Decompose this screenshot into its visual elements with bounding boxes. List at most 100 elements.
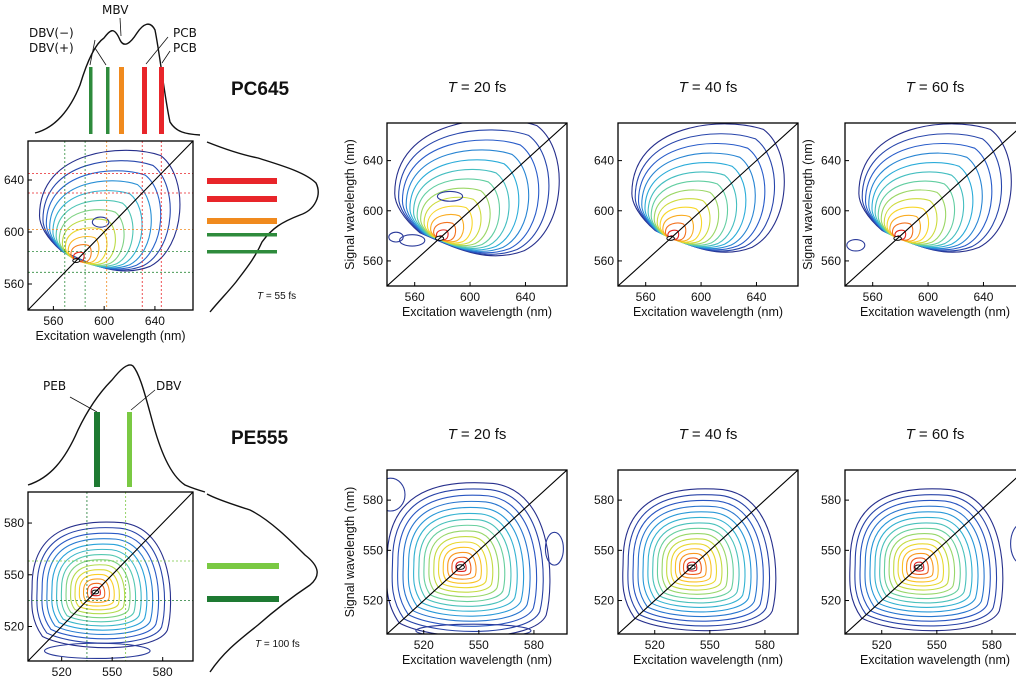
pe555-panel-2-ytick: 550 — [594, 543, 614, 557]
pe555-panel-1-contour — [437, 541, 488, 589]
pc645-panel-3-contour — [883, 198, 938, 244]
pe555-panel-2-contours — [618, 470, 798, 634]
pe555-panel-2-contour — [670, 543, 718, 587]
pe555-panel-2-contour — [622, 488, 777, 632]
pe555-panel-3-contour — [854, 494, 998, 627]
pc645-hbar-pcb2 — [207, 196, 277, 202]
pc645-panel-3-contour — [871, 162, 974, 249]
pe555-overview-contour — [86, 582, 106, 600]
pc645-overview-contour — [67, 235, 100, 264]
pe555-panel-3-side-contour — [1010, 525, 1016, 562]
pc645-panel-2-ytick: 560 — [594, 254, 614, 268]
pc645-overview-ytick: 560 — [4, 277, 24, 291]
pc645-panel-1-xtick: 560 — [405, 290, 425, 304]
pe555-panel-1-ytick: 520 — [363, 594, 383, 608]
pe555-panel-2-contour — [678, 552, 707, 579]
pc645-hbar-mbv — [207, 218, 277, 224]
pe555-overview-contour — [31, 521, 172, 649]
pc645-panel-3-ylabel: Signal wavelength (nm) — [801, 139, 815, 270]
pc645-panel-1-ytick: 640 — [363, 154, 383, 168]
pc645-panel-2-xlabel: Excitation wavelength (nm) — [633, 305, 783, 319]
pe555-panel-2-contour — [647, 516, 746, 608]
pe555-label-peb: PEB — [43, 379, 66, 393]
pc645-panel-1-contour — [426, 205, 473, 244]
pc645-panel-3-ytick: 640 — [821, 154, 841, 168]
pe555-panel-2-frame — [617, 469, 799, 635]
pe555-panel-2-contour — [686, 561, 698, 572]
pc645-panel-1-xtick: 640 — [515, 290, 535, 304]
pe555-panel-2-contour — [666, 538, 723, 591]
pc645-section: MBV DBV(−) DBV(+) PCB PCB 560 560 600 600 64… — [4, 3, 1016, 343]
pe555-panel-1-frame — [386, 469, 568, 635]
pe555-panel-3-xtick: 580 — [982, 638, 1002, 652]
pc645-panel-3-time-title: T = 60 fs — [906, 79, 965, 96]
pe555-panel-2-contour — [661, 533, 729, 595]
pe555-panel-2-xtick: 580 — [755, 638, 775, 652]
pc645-side-absorption-curve — [206, 141, 319, 313]
pe555-panel-3-contours — [845, 477, 1016, 634]
pe555-panel-1-xtick: 520 — [414, 638, 434, 652]
pc645-panel-1-contour — [401, 139, 540, 254]
pc645-label-dbvp: DBV(+) — [29, 41, 74, 55]
pc645-hbar-dbvp — [207, 250, 277, 254]
pe555-overview-contour — [78, 573, 115, 607]
pe555-panel-3-ytick: 550 — [821, 543, 841, 557]
pc645-bar-dbvm — [106, 67, 110, 134]
pe555-overview-contour — [41, 532, 160, 640]
pc645-panel-3-xtick: 560 — [863, 290, 883, 304]
pc645-overview-contour — [64, 227, 108, 265]
pc645-bar-mbv — [119, 67, 124, 134]
pc645-panel-1-contour — [413, 168, 510, 250]
pe555-bar-dbv — [127, 412, 132, 487]
pc645-panel-1-contour — [409, 159, 520, 251]
pc645-panel-3-contours — [845, 123, 1016, 286]
pe555-overview-ytick: 550 — [4, 568, 24, 582]
pc645-label-pcb1: PCB — [173, 26, 197, 40]
pe555-panel-1-contours — [387, 470, 567, 634]
pc645-panel-3-diagonal — [845, 130, 1016, 286]
pe555-panel-3-contour — [913, 561, 925, 572]
pe555-panel-1-ytick: 550 — [363, 543, 383, 557]
pe555-panel-1-contour — [451, 556, 472, 576]
pe555-panel-3-contour — [883, 527, 961, 600]
pe555-panel-3-xtick: 550 — [927, 638, 947, 652]
pe555-overview-contour — [90, 586, 101, 597]
pc645-panel-3-contour — [858, 123, 1012, 253]
pc645-panel-2-contour — [653, 189, 720, 245]
pc645-panel-1-contour — [398, 129, 550, 255]
pe555-overview-xtick: 580 — [153, 665, 173, 678]
pe555-panel-3-contour — [888, 533, 956, 595]
pc645-panel-3-ytick: 560 — [821, 254, 841, 268]
pc645-panel-2-contour — [634, 133, 775, 252]
pc645-panel-1-contour — [405, 149, 530, 252]
pe555-panel-1-contour — [387, 482, 551, 634]
pc645-panel-2-frame — [617, 122, 799, 287]
pc645-overview-xtick: 560 — [43, 314, 63, 328]
pe555-panel-1-contour — [447, 551, 477, 580]
pe555-panel-2-contour — [632, 499, 764, 622]
pc645-panel-1-diagonal — [387, 123, 567, 286]
pe555-panel-3-contour — [905, 552, 934, 579]
pc645-panel-3-frame — [844, 122, 1016, 287]
pc645-label-mbv: MBV — [102, 3, 129, 17]
pc645-panel-3-contour — [880, 189, 947, 245]
pc645-panel-2-contour — [662, 214, 694, 242]
pe555-panel-1-side-contour — [415, 623, 532, 634]
pe555-panel-2-xlabel: Excitation wavelength (nm) — [633, 653, 783, 667]
pe555-panel-1-xtick: 580 — [524, 638, 544, 652]
pe555-overview-side-contour — [43, 642, 151, 660]
pe555-side-absorption-curve — [206, 493, 318, 673]
pe555-panel-3-diagonal — [845, 477, 1016, 634]
pc645-panel-1-xtick: 600 — [460, 290, 480, 304]
pe555-panel-3-time-title: T = 60 fs — [906, 426, 965, 443]
pc645-panel-1-contour — [430, 213, 465, 243]
pe555-bar-peb — [94, 412, 100, 487]
pe555-overview-ytick: 520 — [4, 620, 24, 634]
pc645-panel-1-ylabel: Signal wavelength (nm) — [343, 139, 357, 270]
